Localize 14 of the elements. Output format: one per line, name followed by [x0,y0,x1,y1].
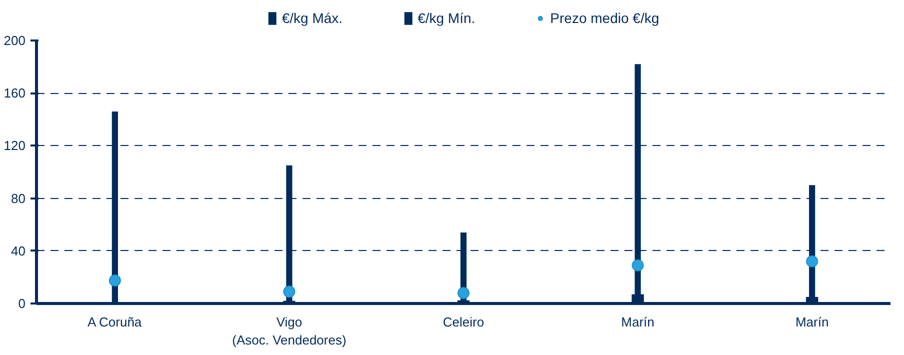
legend-label: Prezo medio €/kg [550,10,660,26]
x-tick-label: Marín [795,314,829,330]
y-tick-label: 200 [4,33,26,48]
legend-label: €/kg Mín. [418,10,476,26]
x-tick-label: Celeiro [442,314,484,330]
x-tick-label: Marín [621,314,654,330]
y-tick-label: 80 [11,190,26,206]
y-tick-label: 40 [11,243,26,258]
x-tick-label: A Coruña [87,314,142,330]
y-tick-label: 120 [4,138,26,154]
y-tick-label: 0 [18,296,26,311]
x-tick-label: Vigo (Asoc. Vendedores) [232,314,346,348]
legend-label: €/kg Máx. [282,10,343,26]
y-tick-label: 160 [4,86,26,101]
